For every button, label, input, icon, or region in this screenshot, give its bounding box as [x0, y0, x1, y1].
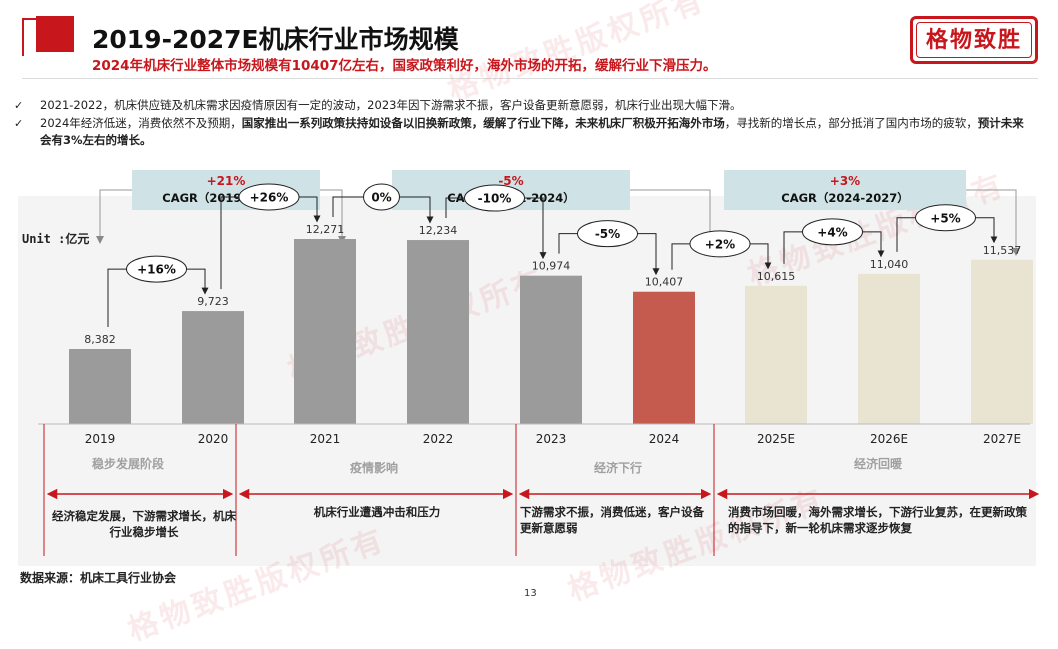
bar-2019: [69, 349, 131, 424]
growth-bubble: [577, 220, 638, 248]
phase-desc: 消费市场回暖，海外需求增长，下游行业复苏，在更新政策的指导下，新一轮机床需求逐步…: [728, 505, 1027, 535]
header-divider: [22, 78, 1038, 79]
phase-name: 经济回暖: [854, 456, 903, 471]
brand-stamp: 格物致胜: [910, 16, 1038, 64]
x-tick-label: 2020: [198, 432, 229, 446]
logo-square: [36, 16, 74, 52]
bar-2027E: [971, 259, 1033, 424]
bullet-item-1: ✓ 2021-2022，机床供应链及机床需求因疫情原因有一定的波动，2023年因…: [14, 98, 742, 112]
value-label: 11,040: [870, 258, 909, 271]
growth-bubble: [802, 218, 863, 246]
cagr-connector: [320, 189, 346, 244]
bullet-item-2: ✓ 2024年经济低迷，消费依然不及预期，国家推出一系列政策扶持如设备以旧换新政…: [14, 116, 1024, 147]
bullet-list: ✓ 2021-2022，机床供应链及机床需求因疫情原因有一定的波动，2023年因…: [14, 97, 1024, 150]
value-label: 10,974: [532, 260, 571, 273]
value-label: 9,723: [197, 295, 229, 308]
growth-bubble: [464, 184, 525, 212]
growth-bubble: [126, 255, 187, 283]
x-tick-label: 2022: [423, 432, 454, 446]
x-tick-label: 2024: [649, 432, 680, 446]
phase-name: 经济下行: [594, 460, 642, 475]
growth-label: -10%: [478, 192, 512, 206]
bar-2020: [182, 311, 244, 424]
value-label: 12,234: [419, 224, 458, 237]
growth-bubble: [238, 183, 300, 211]
bar-2026E: [858, 273, 920, 424]
bar-2025E: [745, 285, 807, 424]
cagr-connector: [966, 189, 1020, 256]
bar-2022: [407, 240, 469, 424]
value-label: 10,615: [757, 270, 796, 283]
value-label: 12,271: [306, 223, 345, 236]
value-label: 10,407: [645, 276, 684, 289]
page-number: 13: [524, 588, 537, 599]
growth-label: -5%: [595, 227, 620, 241]
growth-label: +16%: [137, 263, 176, 277]
value-label: 11,537: [983, 244, 1022, 257]
growth-bubble: [915, 204, 976, 232]
growth-bubble: [689, 230, 751, 258]
growth-label: 0%: [371, 191, 391, 205]
checkmark-icon: ✓: [14, 117, 24, 130]
x-tick-label: 2021: [310, 432, 341, 446]
value-label: 8,382: [84, 333, 116, 346]
growth-label: +2%: [705, 237, 735, 251]
x-tick-label: 2025E: [757, 432, 795, 446]
phase-desc: 下游需求不振，消费低迷，客户设备更新意愿弱: [520, 505, 704, 535]
x-tick-label: 2027E: [983, 432, 1021, 446]
bar-2021: [294, 239, 356, 424]
growth-label: +4%: [817, 225, 847, 239]
checkmark-icon: ✓: [14, 99, 24, 112]
page-title: 2019-2027E机床行业市场规模: [92, 25, 459, 54]
x-tick-label: 2023: [536, 432, 567, 446]
growth-label: +5%: [930, 211, 960, 225]
unit-label: Unit :亿元: [22, 232, 90, 246]
growth-bubble: [363, 183, 400, 211]
data-source: 数据来源：机床工具行业协会: [20, 571, 177, 585]
page-subtitle: 2024年机床行业整体市场规模有10407亿左右，国家政策利好，海外市场的开拓，…: [92, 58, 717, 74]
bar-2024: [633, 291, 695, 424]
phase-desc: 经济稳定发展，下游需求增长，机床行业稳步增长: [52, 509, 236, 539]
cagr-connector: [96, 189, 132, 244]
phase-name: 稳步发展阶段: [92, 456, 165, 471]
bar-chart: 8,382 9,723 12,271 12,234 10,974 10,407 10,615…: [38, 183, 1040, 556]
x-tick-label: 2026E: [870, 432, 908, 446]
x-tick-label: 2019: [85, 432, 116, 446]
cagr-box-3: +3% CAGR（2024-2027）: [724, 170, 966, 210]
growth-label: +26%: [250, 191, 289, 205]
phase-name: 疫情影响: [350, 460, 398, 475]
bar-2023: [520, 275, 582, 424]
phase-desc: 机床行业遭遇冲击和压力: [313, 505, 441, 519]
